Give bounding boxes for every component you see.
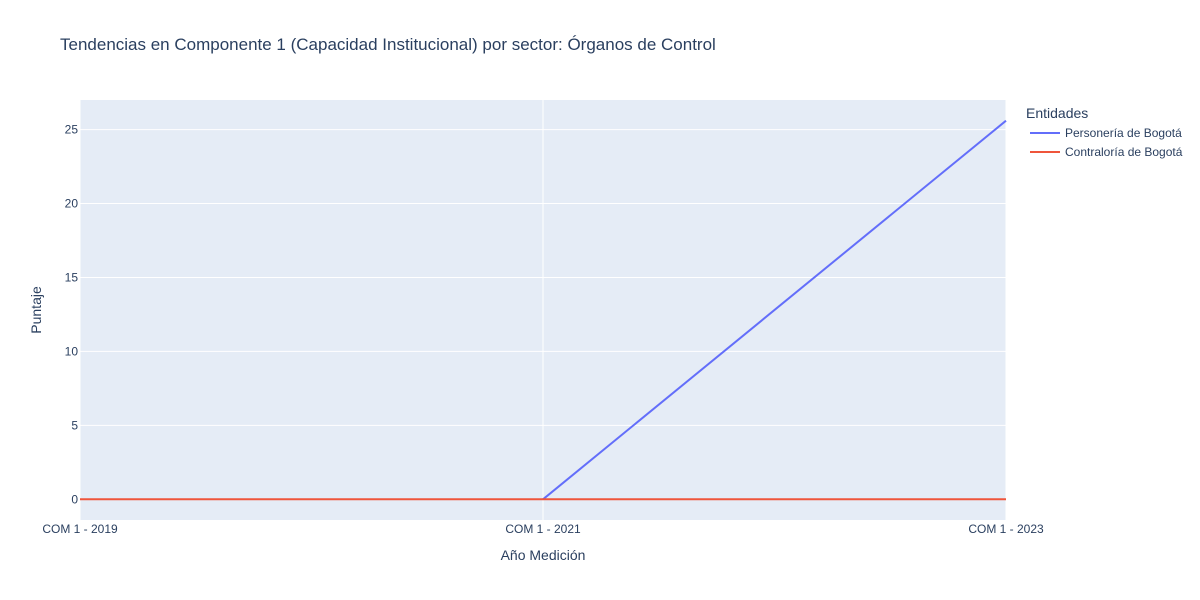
x-tick-label: COM 1 - 2021 [505, 522, 581, 536]
x-tick-label: COM 1 - 2023 [968, 522, 1044, 536]
legend[interactable]: Entidades Personería de Bogotá Contralorí… [1026, 105, 1183, 159]
y-tick-label: 0 [71, 492, 78, 506]
y-tick-label: 15 [65, 270, 79, 284]
y-tick-label: 10 [65, 344, 79, 358]
legend-item-label: Contraloría de Bogotá [1065, 145, 1183, 159]
chart-title: Tendencias en Componente 1 (Capacidad In… [60, 35, 716, 54]
x-axis-title: Año Medición [501, 547, 586, 563]
series-line [542, 119, 1007, 501]
series-lines [80, 119, 1007, 501]
legend-title: Entidades [1026, 105, 1088, 121]
y-axis-ticks: 0 5 10 15 20 25 [65, 123, 79, 507]
y-axis-title: Puntaje [28, 286, 44, 334]
x-tick-label: COM 1 - 2019 [42, 522, 118, 536]
y-tick-label: 20 [65, 197, 79, 211]
legend-item-label: Personería de Bogotá [1065, 126, 1182, 140]
y-tick-label: 25 [65, 123, 79, 137]
x-axis-ticks: COM 1 - 2019 COM 1 - 2021 COM 1 - 2023 [42, 522, 1044, 536]
y-tick-label: 5 [71, 418, 78, 432]
